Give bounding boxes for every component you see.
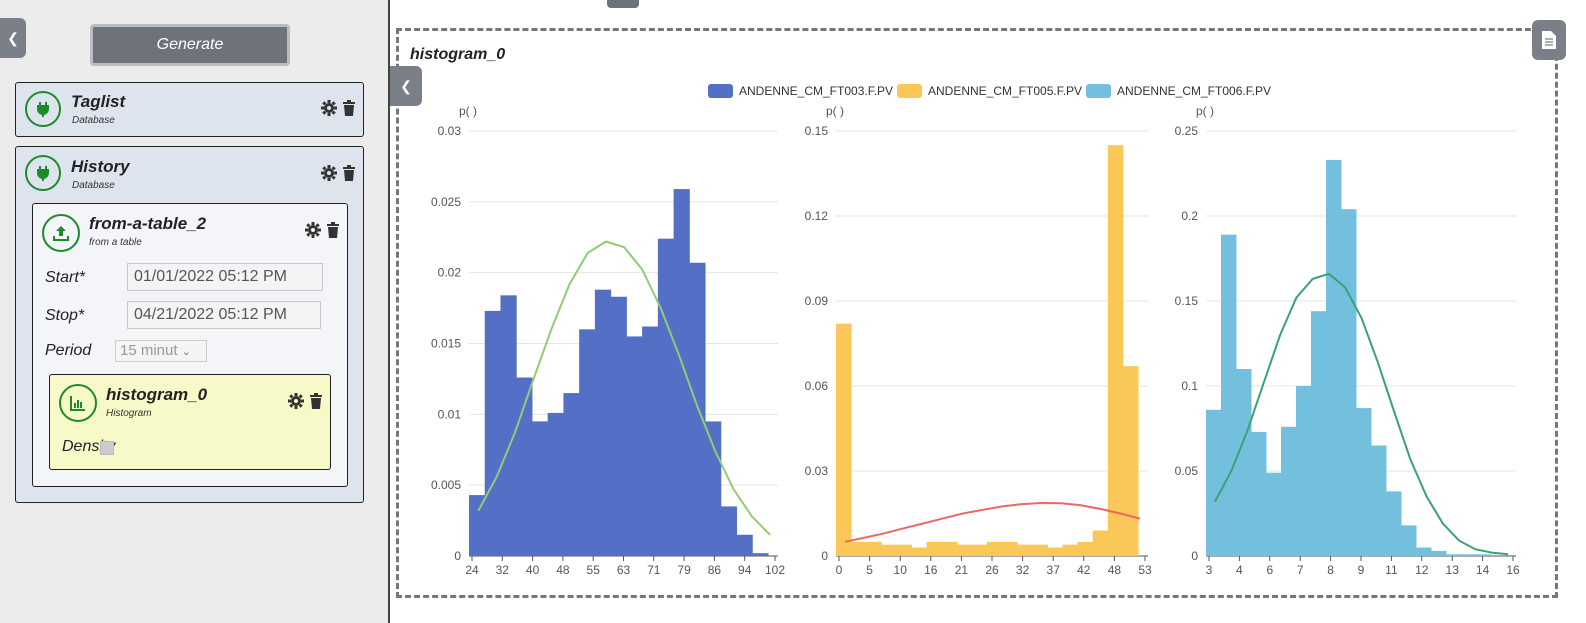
plug-icon [25,91,61,127]
density-checkbox[interactable] [100,441,114,455]
gear-icon[interactable] [321,165,337,181]
trash-icon[interactable] [308,393,324,409]
chart-icon [59,384,97,422]
legend-label: ANDENNE_CM_FT005.F.PV [928,84,1083,98]
gear-icon[interactable] [321,100,337,116]
stop-input[interactable]: 04/21/2022 05:12 PM [127,301,321,329]
histogram-node-title: histogram_0 [106,385,208,404]
document-icon [1542,31,1556,49]
gear-icon[interactable] [305,222,321,238]
sidebar: ❮ Generate Taglist Database History Data… [0,0,390,623]
period-select[interactable]: 15 minut ⌄ [115,340,207,362]
legend-label: ANDENNE_CM_FT006.F.PV [1117,84,1272,98]
document-button[interactable] [1532,20,1566,60]
taglist-subtitle: Database [72,115,115,126]
chevron-down-icon: ⌄ [181,346,191,358]
legend-item[interactable]: ANDENNE_CM_FT006.F.PV [1086,84,1271,98]
legend-item[interactable]: ANDENNE_CM_FT003.F.PV [708,84,893,98]
trash-icon[interactable] [341,100,357,116]
trash-icon[interactable] [341,165,357,181]
legend-swatch [897,84,922,98]
history-title: History [71,157,130,176]
histogram-frame [396,28,1558,598]
chevron-left-icon: ❮ [400,77,412,94]
from-a-table-title: from-a-table_2 [89,214,207,233]
plug-icon [25,155,61,191]
stop-label: Stop* [45,307,85,324]
legend-item[interactable]: ANDENNE_CM_FT005.F.PV [897,84,1082,98]
start-input[interactable]: 01/01/2022 05:12 PM [127,263,323,291]
chevron-left-icon: ❮ [7,29,19,46]
taglist-title: Taglist [71,92,126,111]
histogram-node[interactable]: histogram_0 Histogram Density [49,374,331,470]
from-a-table-node[interactable]: from-a-table_2 from a table Start* 01/01… [32,203,348,487]
taglist-node[interactable]: Taglist Database [15,82,364,137]
generate-button[interactable]: Generate [90,24,290,66]
legend-label: ANDENNE_CM_FT003.F.PV [739,84,894,98]
legend-swatch [1086,84,1111,98]
period-label: Period [45,342,92,359]
histogram-node-subtitle: Histogram [106,408,152,419]
histogram-title: histogram_0 [410,46,506,63]
collapse-sidebar-button[interactable]: ❮ [0,18,26,58]
gear-icon[interactable] [288,393,304,409]
from-a-table-subtitle: from a table [89,237,142,248]
main-panel: ❮ histogram_0 ANDENNE_CM_FT003.F.PV ANDE… [390,0,1586,623]
period-value: 15 minut [120,342,178,359]
collapse-panel-button[interactable]: ❮ [390,66,422,106]
history-node[interactable]: History Database from-a-table_2 from a t… [15,146,364,503]
legend-swatch [708,84,733,98]
history-subtitle: Database [72,180,115,191]
upload-icon [42,214,80,252]
trash-icon[interactable] [325,222,341,238]
start-label: Start* [45,269,86,286]
top-toggle-tab[interactable] [607,0,639,8]
